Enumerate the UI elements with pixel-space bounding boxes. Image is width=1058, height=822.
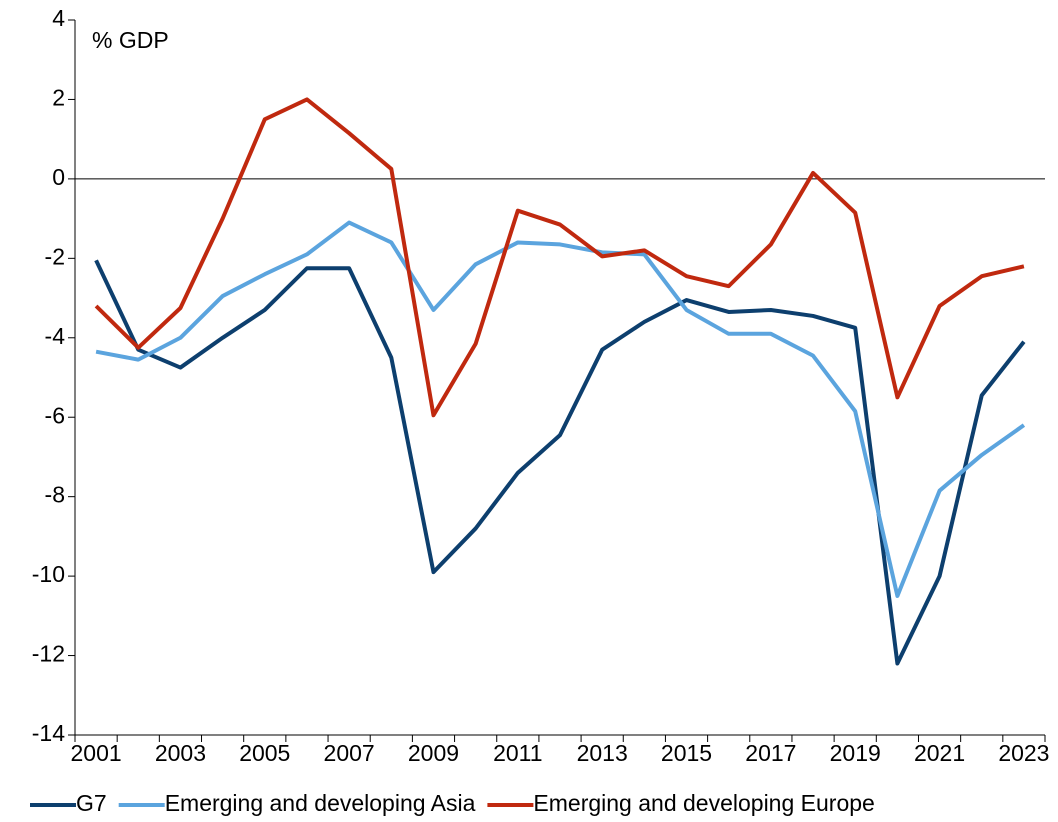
x-tick-label: 2001 [71, 740, 122, 766]
y-tick-label: -6 [45, 402, 65, 428]
series-line [94, 259, 1026, 666]
y-tick-label: -2 [45, 243, 65, 269]
x-tick-label: 2007 [324, 740, 375, 766]
y-tick-label: 4 [52, 5, 65, 31]
x-tick-label: 2003 [155, 740, 206, 766]
y-tick-label: -4 [45, 323, 66, 349]
y-tick-label: 2 [52, 85, 65, 111]
y-tick-label: 0 [52, 164, 65, 190]
x-tick-label: 2023 [998, 740, 1049, 766]
x-tick-label: 2009 [408, 740, 459, 766]
series-line [94, 97, 1025, 418]
x-tick-label: 2019 [830, 740, 881, 766]
y-axis-label: % GDP [92, 27, 169, 53]
x-tick-label: 2015 [661, 740, 712, 766]
y-tick-label: -8 [45, 482, 65, 508]
x-tick-label: 2017 [745, 740, 796, 766]
legend-label: Emerging and developing Asia [165, 790, 476, 816]
x-tick-label: 2021 [914, 740, 965, 766]
x-tick-label: 2013 [577, 740, 628, 766]
series-line [95, 220, 1026, 598]
x-tick-label: 2011 [493, 740, 542, 766]
legend-label: Emerging and developing Europe [533, 790, 874, 816]
x-tick-label: 2005 [239, 740, 290, 766]
y-tick-label: -10 [32, 561, 65, 587]
y-tick-label: -14 [32, 720, 65, 746]
legend-label: G7 [76, 790, 107, 816]
y-tick-label: -12 [32, 641, 65, 667]
